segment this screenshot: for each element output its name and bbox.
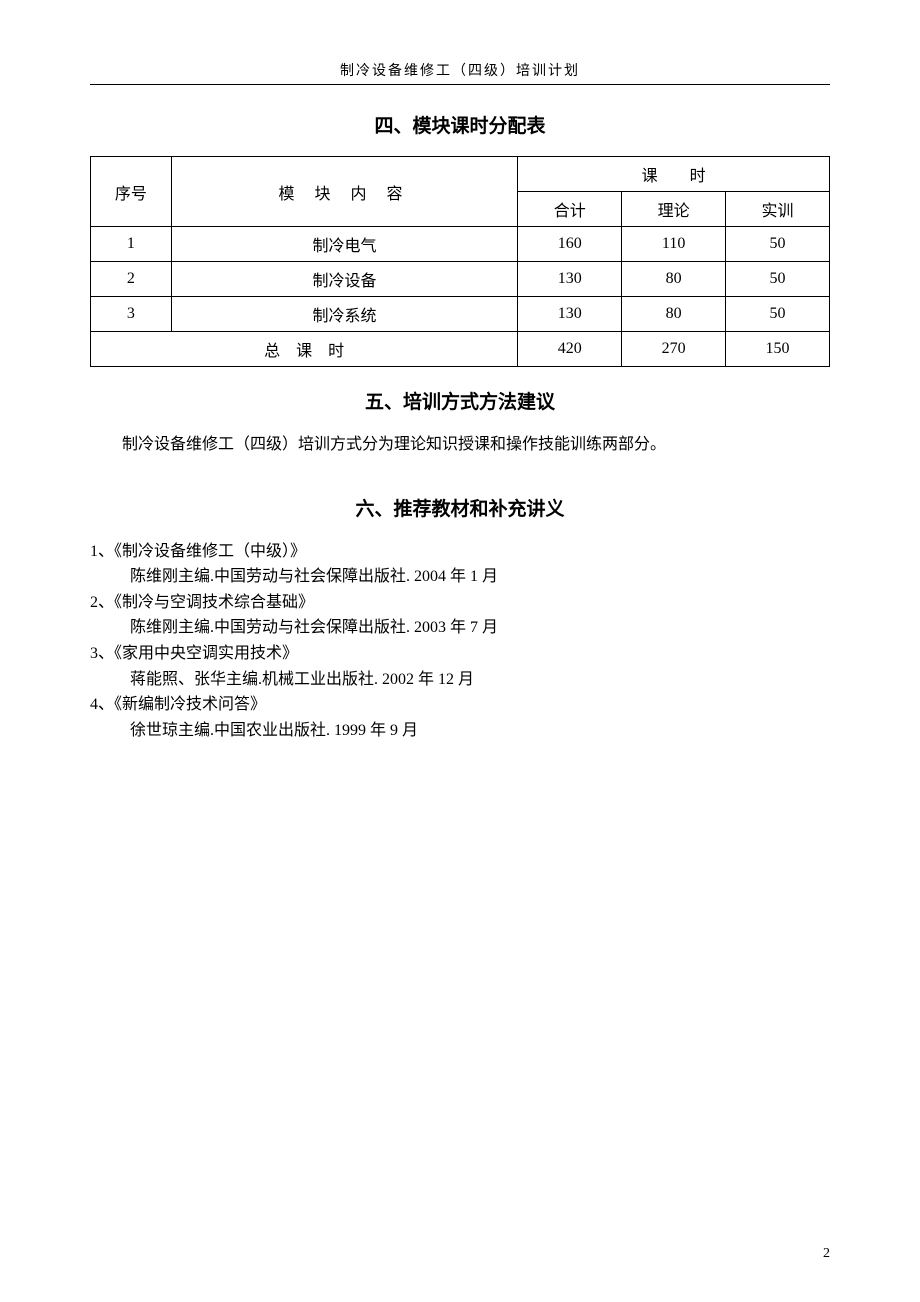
cell-practice: 50 <box>726 297 830 332</box>
table-row: 1 制冷电气 160 110 50 <box>91 227 830 262</box>
section6-title: 六、推荐教材和补充讲义 <box>90 494 830 521</box>
book-title: 《新编制冷技术问答》 <box>114 696 266 713</box>
cell-practice-sum: 150 <box>726 332 830 367</box>
book-num: 2、 <box>90 594 114 611</box>
book-item: 3、《家用中央空调实用技术》 <box>90 641 830 667</box>
section5-title: 五、培训方式方法建议 <box>90 387 830 414</box>
cell-total: 130 <box>518 262 622 297</box>
table-row: 2 制冷设备 130 80 50 <box>91 262 830 297</box>
table-row: 3 制冷系统 130 80 50 <box>91 297 830 332</box>
cell-theory: 80 <box>622 297 726 332</box>
cell-total-label: 总 课 时 <box>91 332 518 367</box>
th-total: 合计 <box>518 192 622 227</box>
th-hours: 课 时 <box>518 157 830 192</box>
cell-total: 130 <box>518 297 622 332</box>
book-item: 2、《制冷与空调技术综合基础》 <box>90 590 830 616</box>
th-theory: 理论 <box>622 192 726 227</box>
table-header-row-1: 序号 模 块 内 容 课 时 <box>91 157 830 192</box>
book-title: 《家用中央空调实用技术》 <box>114 645 298 662</box>
cell-content: 制冷电气 <box>171 227 517 262</box>
cell-theory-sum: 270 <box>622 332 726 367</box>
th-seq: 序号 <box>91 157 172 227</box>
book-num: 4、 <box>90 696 114 713</box>
book-item: 1、《制冷设备维修工（中级）》 <box>90 539 830 565</box>
th-practice: 实训 <box>726 192 830 227</box>
cell-practice: 50 <box>726 262 830 297</box>
hours-table: 序号 模 块 内 容 课 时 合计 理论 实训 1 制冷电气 160 110 5… <box>90 156 830 367</box>
page-number: 2 <box>823 1246 830 1262</box>
book-num: 3、 <box>90 645 114 662</box>
cell-practice: 50 <box>726 227 830 262</box>
cell-seq: 1 <box>91 227 172 262</box>
cell-theory: 110 <box>622 227 726 262</box>
book-title: 《制冷与空调技术综合基础》 <box>114 594 314 611</box>
cell-content: 制冷系统 <box>171 297 517 332</box>
cell-total: 160 <box>518 227 622 262</box>
hours-table-container: 序号 模 块 内 容 课 时 合计 理论 实训 1 制冷电气 160 110 5… <box>90 156 830 367</box>
book-detail: 陈维刚主编.中国劳动与社会保障出版社. 2003 年 7 月 <box>90 615 830 641</box>
book-item: 4、《新编制冷技术问答》 <box>90 692 830 718</box>
book-list: 1、《制冷设备维修工（中级）》 陈维刚主编.中国劳动与社会保障出版社. 2004… <box>90 539 830 744</box>
book-num: 1、 <box>90 543 114 560</box>
cell-seq: 3 <box>91 297 172 332</box>
book-detail: 陈维刚主编.中国劳动与社会保障出版社. 2004 年 1 月 <box>90 564 830 590</box>
book-title: 《制冷设备维修工（中级）》 <box>114 543 306 560</box>
cell-total-sum: 420 <box>518 332 622 367</box>
book-detail: 蒋能照、张华主编.机械工业出版社. 2002 年 12 月 <box>90 667 830 693</box>
cell-seq: 2 <box>91 262 172 297</box>
th-content: 模 块 内 容 <box>171 157 517 227</box>
cell-theory: 80 <box>622 262 726 297</box>
section4-title: 四、模块课时分配表 <box>90 111 830 138</box>
table-total-row: 总 课 时 420 270 150 <box>91 332 830 367</box>
book-detail: 徐世琼主编.中国农业出版社. 1999 年 9 月 <box>90 718 830 744</box>
section5-body: 制冷设备维修工（四级）培训方式分为理论知识授课和操作技能训练两部分。 <box>90 432 830 458</box>
header-underline <box>90 84 830 85</box>
page-header-title: 制冷设备维修工（四级）培训计划 <box>90 60 830 80</box>
cell-content: 制冷设备 <box>171 262 517 297</box>
